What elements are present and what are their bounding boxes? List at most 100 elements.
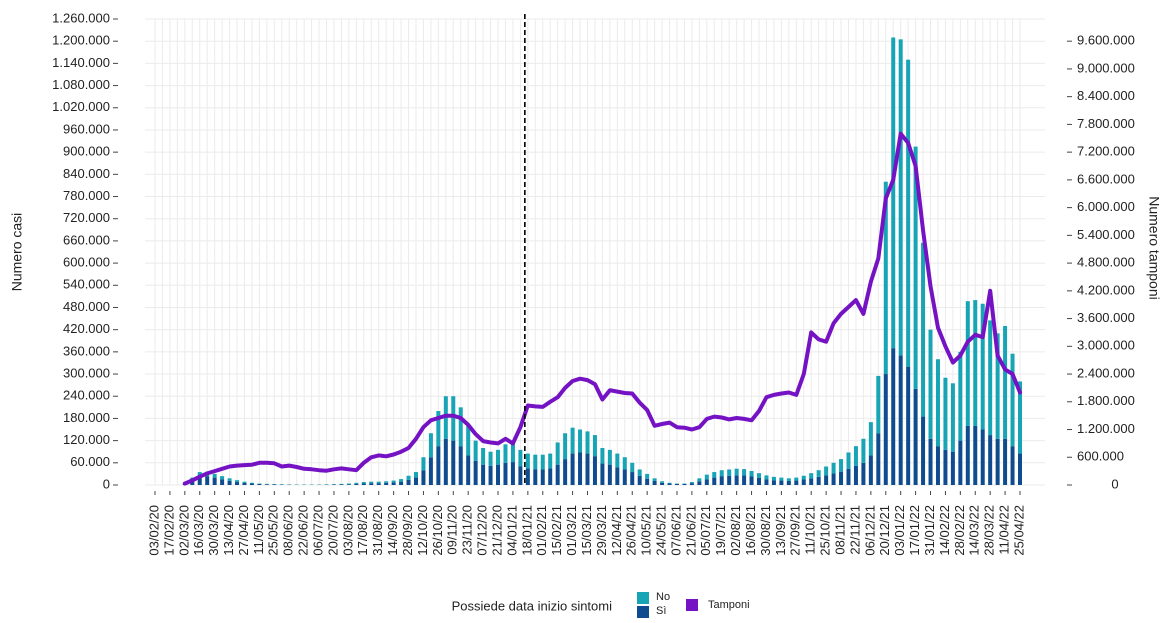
x-tick-label: 03/02/20: [146, 505, 161, 556]
bar: [533, 469, 538, 485]
bar: [637, 469, 642, 476]
bar: [451, 396, 456, 441]
bar: [995, 333, 1000, 439]
bar: [540, 469, 545, 485]
bar: [548, 468, 553, 485]
bar: [525, 468, 530, 485]
bar: [503, 444, 508, 463]
bar: [428, 457, 433, 485]
x-tick-label: 07/06/21: [668, 505, 683, 556]
x-tick-label: 28/02/22: [952, 505, 967, 556]
y-tick-label: 840.000: [63, 166, 110, 181]
bar: [578, 429, 583, 453]
bar: [757, 477, 762, 485]
bar: [227, 478, 232, 481]
bar: [399, 481, 404, 485]
x-tick-label: 25/04/22: [1011, 505, 1026, 556]
bar: [771, 480, 776, 485]
bar: [436, 446, 441, 485]
bar: [190, 480, 195, 485]
bar: [1018, 381, 1022, 454]
bar: [734, 475, 739, 485]
bar: [518, 449, 523, 467]
bar: [831, 473, 836, 485]
bar: [809, 478, 814, 485]
y-tick-label: 960.000: [63, 121, 110, 136]
bar: [794, 477, 799, 481]
y-tick-label: 120.000: [63, 432, 110, 447]
bar: [652, 478, 657, 481]
bar: [876, 375, 881, 434]
bar: [220, 476, 225, 480]
y2-tick-label: 7.800.000: [1077, 116, 1135, 131]
bar: [906, 366, 911, 485]
x-tick-label: 14/03/22: [967, 505, 982, 556]
bar: [413, 472, 418, 478]
bar: [958, 351, 963, 441]
bar: [235, 480, 240, 483]
bar: [742, 475, 747, 485]
bar: [220, 479, 225, 485]
bar: [518, 466, 523, 485]
bar: [630, 472, 635, 485]
bar: [1003, 325, 1008, 439]
y-tick-label: 660.000: [63, 232, 110, 247]
y2-tick-label: 5.400.000: [1077, 227, 1135, 242]
bar: [600, 463, 605, 485]
bar: [555, 442, 560, 465]
bar: [839, 471, 844, 485]
y-tick-label: 1.140.000: [52, 55, 110, 70]
bar: [555, 464, 560, 485]
bar: [369, 483, 374, 485]
bar: [928, 329, 933, 439]
bar: [384, 482, 389, 485]
bar: [928, 438, 933, 485]
bar: [399, 479, 404, 482]
bar: [995, 438, 1000, 485]
x-tick-label: 25/10/21: [818, 505, 833, 556]
bar: [853, 465, 858, 485]
bar: [779, 477, 784, 481]
bar: [458, 407, 463, 447]
bar: [697, 481, 702, 485]
x-tick-label: 11/10/21: [803, 505, 818, 555]
bar: [361, 482, 366, 484]
x-tick-label: 06/12/21: [862, 505, 877, 556]
bar: [272, 484, 277, 485]
line: [182, 131, 1022, 486]
bar: [570, 453, 575, 485]
bar: [376, 483, 381, 485]
y2-tick-label: 6.000.000: [1077, 199, 1135, 214]
x-tick-label: 03/01/22: [892, 505, 907, 556]
x-tick-label: 23/11/20: [460, 505, 475, 555]
y2-tick-label: 7.200.000: [1077, 144, 1135, 159]
bar: [660, 482, 665, 485]
y-tick-label: 1.200.000: [52, 33, 110, 48]
x-tick-label: 17/01/22: [907, 505, 922, 556]
bar: [883, 374, 888, 485]
bar: [831, 462, 836, 474]
legend-label: Sì: [656, 605, 666, 617]
bar: [197, 476, 202, 485]
bar: [742, 469, 747, 476]
x-tick-label: 14/02/22: [937, 505, 952, 556]
bar: [734, 468, 739, 476]
y-tick-label: 420.000: [63, 321, 110, 336]
bar: [786, 478, 791, 481]
bar: [704, 474, 709, 480]
bar: [197, 472, 202, 477]
bar: [645, 478, 650, 485]
bar: [533, 454, 538, 470]
bar: [645, 473, 650, 479]
bar: [369, 481, 374, 484]
bar: [667, 482, 672, 484]
bar: [973, 300, 978, 426]
legend-swatch: [637, 606, 649, 618]
bar: [257, 483, 262, 485]
bar: [988, 435, 993, 485]
bar: [346, 484, 351, 485]
x-tick-label: 08/11/21: [832, 505, 847, 555]
bar: [227, 480, 232, 485]
y-tick-label: 1.080.000: [52, 77, 110, 92]
